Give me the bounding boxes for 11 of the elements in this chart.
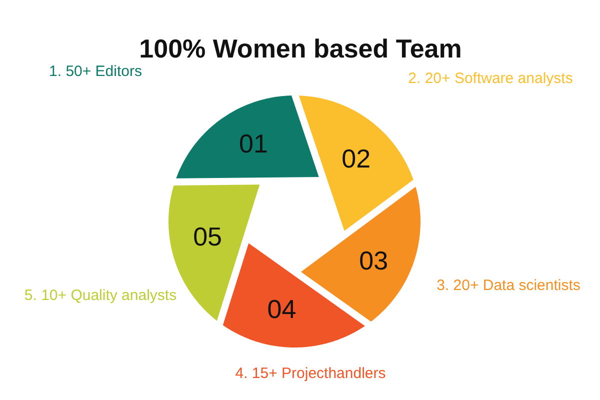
slice-label: 3. 20+ Data scientists bbox=[436, 277, 580, 294]
text: 02 bbox=[342, 143, 371, 174]
slice-label: 4. 15+ Projecthandlers bbox=[235, 365, 386, 382]
slice-label: 5. 10+ Quality analysts bbox=[24, 287, 177, 304]
text: 05 bbox=[193, 221, 222, 252]
text: 01 bbox=[239, 128, 268, 158]
slice-label: 1. 50+ Editors bbox=[49, 63, 142, 80]
text: 04 bbox=[267, 294, 296, 324]
text: 03 bbox=[359, 246, 388, 276]
slice-label: 2. 20+ Software analysts bbox=[408, 70, 573, 87]
chart-title: 100% Women based Team bbox=[139, 34, 462, 64]
